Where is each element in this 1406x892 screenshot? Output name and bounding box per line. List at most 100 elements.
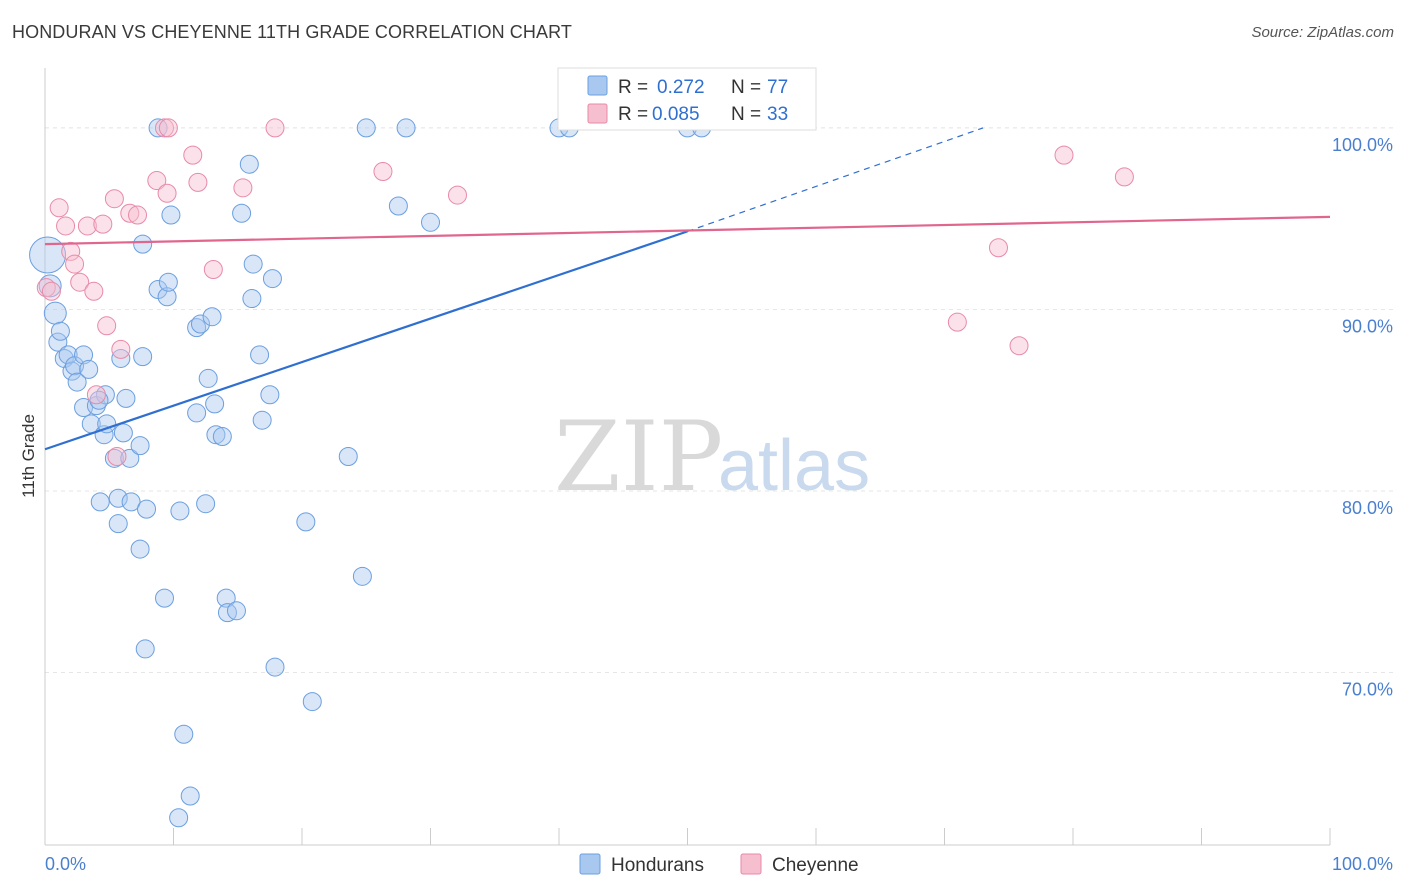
- point-cheyenne: [49, 198, 69, 218]
- point-hondurans: [265, 657, 285, 677]
- scatter-points: [29, 118, 1134, 828]
- stats-legend-n-value-cheyenne: 33: [767, 104, 788, 125]
- point-hondurans: [202, 307, 222, 327]
- trend-line-hondurans: [44, 230, 688, 451]
- point-hondurans: [250, 345, 270, 365]
- stats-legend: R = 0.272 N = 77 R = 0.085 N = 33: [557, 67, 817, 131]
- point-cheyenne: [188, 172, 208, 192]
- point-hondurans: [198, 368, 218, 388]
- point-cheyenne: [65, 254, 85, 274]
- point-hondurans: [187, 403, 207, 423]
- point-cheyenne: [947, 312, 967, 332]
- point-cheyenne: [107, 447, 127, 466]
- point-cheyenne: [988, 238, 1008, 258]
- point-cheyenne: [77, 216, 97, 236]
- y-tick-label-80: 80.0%: [1342, 498, 1393, 518]
- point-cheyenne: [233, 178, 253, 198]
- point-cheyenne: [104, 189, 124, 209]
- point-hondurans: [212, 427, 232, 447]
- trend-lines: [44, 127, 1331, 451]
- stats-legend-r-value-hondurans: 0.272: [657, 77, 705, 98]
- point-hondurans: [43, 301, 67, 325]
- point-hondurans: [155, 588, 175, 608]
- point-hondurans: [190, 314, 210, 334]
- stats-legend-r-value-cheyenne: 0.085: [652, 104, 700, 125]
- point-cheyenne: [86, 385, 106, 405]
- point-hondurans: [187, 318, 207, 338]
- trend-line-hondurans-extension: [687, 127, 984, 232]
- point-hondurans: [116, 388, 136, 408]
- point-hondurans: [296, 512, 316, 532]
- point-hondurans: [356, 118, 376, 138]
- legend-label-hondurans: Hondurans: [611, 855, 704, 876]
- point-cheyenne: [157, 183, 177, 203]
- point-cheyenne: [1054, 145, 1074, 165]
- point-hondurans: [252, 410, 272, 430]
- point-hondurans: [108, 488, 128, 508]
- point-cheyenne: [1114, 167, 1134, 187]
- watermark: ZIP atlas: [554, 401, 870, 513]
- stats-legend-n-value-hondurans: 77: [767, 77, 788, 98]
- point-cheyenne: [70, 272, 90, 292]
- stats-legend-r-label-hondurans: R =: [618, 77, 648, 98]
- point-hondurans: [180, 786, 200, 806]
- watermark-atlas: atlas: [718, 426, 870, 506]
- point-hondurans: [130, 539, 150, 559]
- point-hondurans: [158, 272, 178, 292]
- trend-line-cheyenne: [44, 215, 1331, 246]
- point-hondurans: [226, 601, 246, 621]
- point-hondurans: [243, 254, 263, 274]
- legend-swatch-cheyenne: [740, 853, 762, 875]
- point-hondurans: [338, 447, 358, 466]
- point-cheyenne: [128, 205, 148, 225]
- point-hondurans: [302, 692, 322, 712]
- point-hondurans: [239, 154, 259, 174]
- point-hondurans: [113, 423, 133, 443]
- y-tick-label-70: 70.0%: [1342, 680, 1393, 700]
- point-hondurans: [260, 385, 280, 405]
- point-cheyenne: [97, 316, 117, 336]
- stats-legend-n-label-cheyenne: N =: [731, 104, 761, 125]
- point-hondurans: [242, 289, 262, 309]
- point-hondurans: [135, 639, 155, 659]
- point-hondurans: [50, 321, 70, 341]
- legend-swatch-hondurans: [579, 853, 601, 875]
- point-cheyenne: [203, 260, 223, 280]
- point-hondurans: [29, 236, 67, 274]
- point-cheyenne: [147, 171, 167, 191]
- stats-legend-swatch-cheyenne: [587, 103, 608, 124]
- point-cheyenne: [41, 281, 61, 301]
- point-hondurans: [130, 436, 150, 456]
- point-cheyenne: [158, 118, 178, 138]
- point-hondurans: [108, 514, 128, 534]
- point-hondurans: [205, 394, 225, 414]
- y-axis-title: 11th Grade: [19, 414, 38, 498]
- point-hondurans: [216, 588, 236, 608]
- point-hondurans: [161, 205, 181, 225]
- point-hondurans: [79, 359, 99, 379]
- point-cheyenne: [120, 203, 140, 223]
- point-hondurans: [170, 501, 190, 521]
- chart-title: HONDURAN VS CHEYENNE 11TH GRADE CORRELAT…: [12, 22, 572, 42]
- point-cheyenne: [61, 241, 81, 261]
- x-tick-label-min: 0.0%: [45, 854, 86, 874]
- point-hondurans: [62, 361, 82, 381]
- y-tick-label-100: 100.0%: [1332, 135, 1393, 155]
- point-hondurans: [196, 494, 216, 514]
- point-hondurans: [89, 390, 109, 410]
- legend-label-cheyenne: Cheyenne: [772, 855, 859, 876]
- point-hondurans: [396, 118, 416, 138]
- series-legend: Hondurans Cheyenne: [579, 853, 859, 876]
- y-tick-label-90: 90.0%: [1342, 316, 1393, 336]
- point-hondurans: [133, 347, 153, 367]
- point-hondurans: [48, 332, 68, 352]
- point-cheyenne: [84, 281, 104, 301]
- point-hondurans: [388, 196, 408, 216]
- point-cheyenne: [183, 145, 203, 165]
- point-hondurans: [38, 274, 62, 298]
- point-hondurans: [157, 287, 177, 307]
- point-hondurans: [90, 492, 110, 512]
- point-hondurans: [232, 203, 252, 223]
- stats-legend-swatch-hondurans: [587, 75, 608, 96]
